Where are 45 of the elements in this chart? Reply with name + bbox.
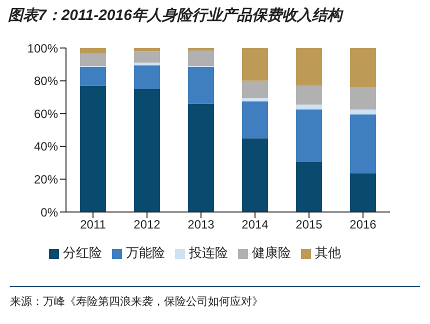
bar xyxy=(242,98,268,102)
bar xyxy=(296,86,322,105)
y-tick-label: 80% xyxy=(34,74,58,88)
bar xyxy=(80,66,106,86)
bar xyxy=(80,86,106,212)
bar xyxy=(134,65,160,89)
bar xyxy=(350,114,376,174)
x-tick-label: 2011 xyxy=(80,218,106,232)
x-tick-label: 2016 xyxy=(350,218,377,232)
x-tick-label: 2014 xyxy=(242,218,269,232)
legend-label: 投连险 xyxy=(189,245,228,260)
source-note: 来源：万峰《寿险第四浪来袭，保险公司如何应对》 xyxy=(10,294,263,309)
x-tick-label: 2015 xyxy=(296,218,323,232)
bar xyxy=(350,110,376,114)
bar xyxy=(188,104,214,212)
bar xyxy=(242,101,268,138)
bar xyxy=(188,50,214,66)
bar xyxy=(350,173,376,212)
y-tick-label: 100% xyxy=(27,41,58,56)
bar xyxy=(242,138,268,212)
bar xyxy=(350,87,376,110)
bar xyxy=(296,104,322,110)
bar xyxy=(188,66,214,104)
bar xyxy=(80,54,106,66)
x-tick-label: 2012 xyxy=(134,218,161,232)
chart-title: 图表7：2011-2016年人身险行业产品保费收入结构 xyxy=(8,6,342,25)
bar xyxy=(296,162,322,212)
bar xyxy=(80,48,106,54)
bar xyxy=(296,48,322,86)
y-tick-label: 40% xyxy=(34,140,58,154)
bar xyxy=(134,51,160,63)
bar xyxy=(134,89,160,212)
legend-label: 万能险 xyxy=(126,245,165,260)
y-tick-label: 60% xyxy=(34,106,58,121)
y-tick-label: 20% xyxy=(34,172,58,186)
bar xyxy=(242,48,268,81)
y-tick-label: 0% xyxy=(40,205,58,220)
x-tick-label: 2013 xyxy=(188,218,215,232)
legend-label: 分红险 xyxy=(63,245,102,260)
bar xyxy=(350,48,376,88)
bar xyxy=(242,80,268,98)
bar xyxy=(296,110,322,162)
legend-label: 其他 xyxy=(315,245,341,260)
legend-label: 健康险 xyxy=(252,245,291,260)
bar xyxy=(134,48,160,52)
